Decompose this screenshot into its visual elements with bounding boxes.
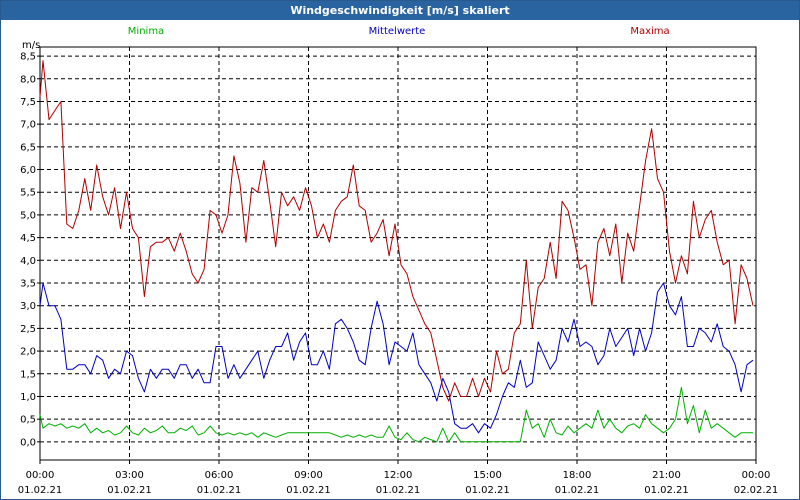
x-tick-time-label: 06:00 [205, 470, 234, 481]
x-tick-date-label: 01.02.21 [376, 485, 421, 496]
y-axis-ticks: 0,0 0,5 1,0 1,5 2,0 2,5 3,0 3,5 4,0 4,5 5,0 5,5 6,0 6… [20, 52, 40, 448]
y-tick-label: 3,0 [20, 301, 36, 312]
y-tick-label: 7,5 [20, 97, 36, 108]
grid-lines [40, 47, 756, 460]
x-tick-date-label: 02.02.21 [734, 485, 779, 496]
legend-entry-maxima: Maxima [630, 26, 669, 37]
x-tick-date-label: 01.02.21 [197, 485, 242, 496]
x-tick-time-label: 09:00 [294, 470, 323, 481]
x-tick-date-label: 01.02.21 [107, 485, 152, 496]
y-tick-label: 6,0 [20, 165, 36, 176]
x-tick-time-label: 15:00 [473, 470, 502, 481]
y-tick-label: 0,0 [20, 437, 36, 448]
x-tick-date-label: 01.02.21 [286, 485, 331, 496]
y-tick-label: 2,5 [20, 324, 36, 335]
x-tick-time-label: 00:00 [26, 470, 55, 481]
x-tick-time-label: 21:00 [652, 470, 681, 481]
y-tick-label: 8,0 [20, 74, 36, 85]
y-tick-label: 5,0 [20, 210, 36, 221]
legend-entry-mittelwerte: Mittelwerte [369, 26, 426, 37]
y-tick-label: 7,0 [20, 120, 36, 131]
y-tick-label: 0,5 [20, 415, 36, 426]
y-tick-label: 8,5 [20, 52, 36, 63]
y-tick-label: 2,0 [20, 347, 36, 358]
y-tick-label: 1,0 [20, 392, 36, 403]
series-line-maxima [39, 60, 754, 402]
legend: Minima Mittelwerte Maxima [128, 26, 670, 37]
x-tick-date-label: 01.02.21 [644, 485, 689, 496]
series-lines [39, 60, 754, 443]
y-tick-label: 1,5 [20, 369, 36, 380]
x-tick-time-label: 00:00 [742, 470, 771, 481]
y-tick-label: 5,5 [20, 188, 36, 199]
x-tick-date-label: 01.02.21 [465, 485, 510, 496]
x-tick-date-label: 01.02.21 [18, 485, 63, 496]
y-tick-label: 6,5 [20, 142, 36, 153]
x-tick-date-label: 01.02.21 [555, 485, 600, 496]
x-tick-time-label: 18:00 [563, 470, 592, 481]
y-tick-label: 4,0 [20, 256, 36, 267]
x-tick-time-label: 03:00 [115, 470, 144, 481]
series-line-mittelwerte [39, 282, 754, 434]
series-line-minima [39, 386, 753, 443]
legend-entry-minima: Minima [128, 26, 164, 37]
x-tick-time-label: 12:00 [384, 470, 413, 481]
y-axis-label: m/s [22, 40, 40, 51]
y-tick-label: 4,5 [20, 233, 36, 244]
chart-title: Windgeschwindigkeit [m/s] skaliert [1, 1, 799, 20]
x-axis-ticks: 00:00 01.02.21 03:00 01.02.21 06:00 01.02.21 0… [18, 460, 779, 496]
y-tick-label: 3,5 [20, 279, 36, 290]
